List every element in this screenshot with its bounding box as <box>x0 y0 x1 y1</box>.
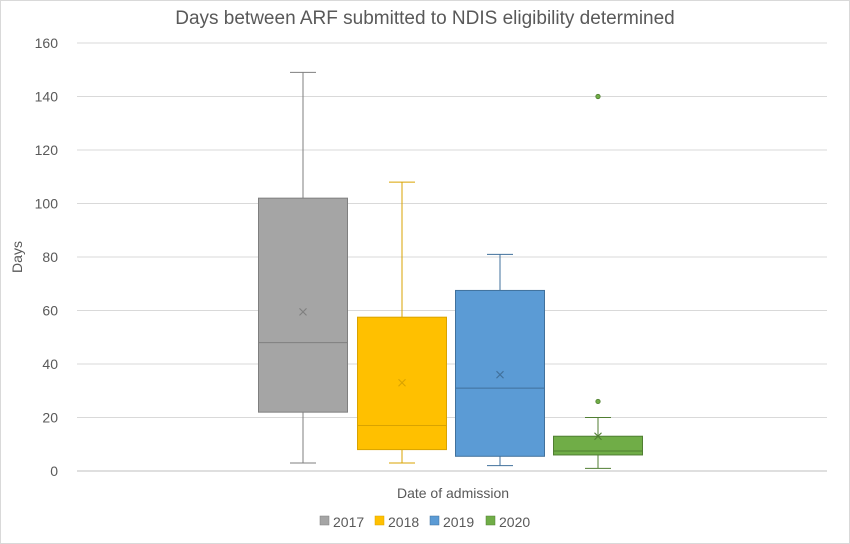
legend-swatch-2020 <box>485 515 496 526</box>
box-body <box>455 289 545 457</box>
y-tick-label: 100 <box>35 196 59 212</box>
y-axis-ticks: 0 20 40 60 80 100 120 140 160 <box>35 35 59 479</box>
box-series <box>258 71 643 469</box>
legend-label-2017: 2017 <box>333 514 364 530</box>
mean-marker <box>496 370 504 379</box>
legend-swatch-2017 <box>319 515 330 526</box>
box-2017 <box>258 71 348 464</box>
legend: 2017 2018 2019 2020 <box>319 514 530 530</box>
box-2019 <box>455 253 545 467</box>
y-tick-label: 0 <box>50 463 58 479</box>
x-axis-label: Date of admission <box>397 485 509 501</box>
legend-label-2018: 2018 <box>388 514 419 530</box>
mean-marker <box>299 307 307 316</box>
box-2020 <box>553 93 643 469</box>
y-tick-label: 140 <box>35 89 59 105</box>
gridlines <box>77 42 827 472</box>
mean-marker <box>594 432 602 441</box>
legend-swatch-2018 <box>374 515 385 526</box>
box-body <box>258 197 348 413</box>
box-body <box>553 435 643 456</box>
legend-label-2020: 2020 <box>499 514 530 530</box>
mean-marker <box>398 378 406 387</box>
legend-swatch-2019 <box>429 515 440 526</box>
y-tick-label: 120 <box>35 142 59 158</box>
y-tick-label: 80 <box>42 249 58 265</box>
box-2018 <box>357 181 447 464</box>
outlier-point <box>595 93 601 100</box>
y-tick-label: 160 <box>35 35 59 51</box>
outlier-point <box>595 398 601 405</box>
y-tick-label: 60 <box>42 303 58 319</box>
y-tick-label: 40 <box>42 356 58 372</box>
chart-title: Days between ARF submitted to NDIS eligi… <box>175 8 675 29</box>
legend-label-2019: 2019 <box>443 514 474 530</box>
y-tick-label: 20 <box>42 410 58 426</box>
y-axis-label: Days <box>9 241 25 273</box>
